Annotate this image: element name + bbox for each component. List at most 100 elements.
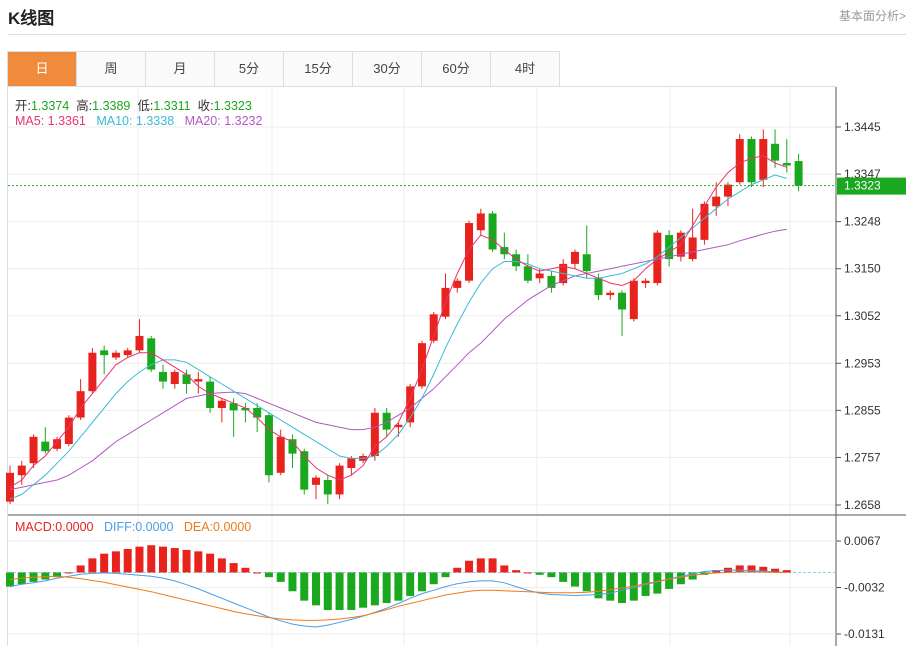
candle-body — [700, 203, 709, 240]
current-price-label: 1.3323 — [844, 179, 881, 193]
macd-tick-label: -0.0131 — [844, 627, 885, 641]
macd-tick-label: 0.0067 — [844, 534, 881, 548]
macd-bar — [288, 572, 297, 592]
macd-bar — [771, 568, 780, 573]
diff-label: DIFF: — [103, 520, 136, 534]
candle-body — [641, 280, 650, 284]
macd-bar — [735, 565, 744, 573]
ma-info: MA5: 1.3361 MA10: 1.3338 MA20: 1.3232 — [15, 114, 262, 128]
open-label: 开: — [15, 99, 31, 113]
tab-15min[interactable]: 15分 — [284, 52, 353, 86]
dea-label: DEA: — [183, 520, 214, 534]
tab-30min[interactable]: 30分 — [353, 52, 422, 86]
fundamental-analysis-link[interactable]: 基本面分析> — [838, 9, 906, 23]
tab-60min[interactable]: 60分 — [422, 52, 491, 86]
candle-body — [594, 278, 603, 296]
macd-bar — [476, 558, 485, 573]
page-title: K线图 — [8, 9, 55, 28]
macd-bar — [6, 572, 14, 587]
tab-day[interactable]: 日 — [8, 52, 77, 86]
ma10-line — [9, 174, 787, 500]
macd-bar — [782, 570, 791, 573]
candle-body — [465, 223, 474, 281]
macd-bar — [547, 572, 556, 578]
macd-bar — [335, 572, 344, 611]
candle-body — [429, 314, 438, 341]
macd-bar — [594, 572, 603, 599]
macd-bar — [300, 572, 309, 601]
macd-bar — [747, 565, 756, 573]
tab-week[interactable]: 周 — [77, 52, 146, 86]
candle-body — [794, 161, 803, 186]
candle-body — [29, 436, 38, 464]
close-value: 1.3323 — [213, 99, 252, 113]
ma10-value: 1.3338 — [135, 114, 175, 128]
y-tick-label: 1.3248 — [844, 215, 881, 229]
macd-bar — [359, 572, 368, 608]
tab-5min[interactable]: 5分 — [215, 52, 284, 86]
candle-body — [88, 352, 97, 392]
candle-body — [229, 403, 238, 411]
candle-body — [64, 417, 73, 445]
macd-bar — [88, 558, 97, 573]
candle-body — [394, 424, 403, 428]
candle-body — [182, 374, 191, 384]
open-value: 1.3374 — [30, 99, 70, 113]
ma5-label: MA5: — [15, 114, 48, 128]
macd-bar — [488, 558, 497, 573]
candle-body — [547, 275, 556, 288]
macd-info: MACD:0.0000 DIFF:0.0000 DEA:0.0000 — [15, 520, 251, 534]
candle-body — [194, 379, 203, 382]
candle-body — [570, 251, 579, 264]
macd-bar — [535, 572, 544, 575]
high-label: 高: — [76, 99, 93, 113]
macd-bar — [53, 572, 62, 578]
tab-4h[interactable]: 4时 — [491, 52, 560, 86]
y-tick-label: 1.3347 — [844, 167, 881, 181]
macd-bar — [676, 572, 685, 585]
macd-bar — [147, 545, 156, 573]
candle-body — [523, 266, 532, 281]
candle-body — [288, 439, 297, 454]
macd-bar — [559, 572, 568, 582]
chart-frame — [7, 86, 836, 646]
macd-bar — [170, 548, 179, 573]
candle-body — [759, 139, 768, 180]
candle-body — [476, 213, 485, 231]
high-value: 1.3389 — [92, 99, 131, 113]
macd-bar — [606, 572, 615, 601]
header-divider — [8, 34, 906, 35]
candle-body — [723, 184, 732, 197]
candle-body — [406, 386, 415, 423]
macd-bar — [712, 570, 721, 573]
macd-bar — [500, 565, 509, 573]
macd-bar — [41, 572, 50, 580]
low-value: 1.3311 — [153, 99, 191, 113]
candle-body — [512, 254, 521, 267]
candle-body — [241, 407, 250, 411]
macd-bar — [111, 551, 120, 573]
macd-bar — [382, 572, 391, 603]
y-tick-label: 1.3052 — [844, 309, 881, 323]
macd-bar — [217, 558, 226, 573]
candle-body — [253, 407, 262, 418]
tab-month[interactable]: 月 — [146, 52, 215, 86]
macd-bar — [465, 560, 474, 573]
macd-bar — [394, 572, 403, 601]
candle-body — [159, 371, 168, 382]
macd-bar — [570, 572, 579, 587]
macd-bar — [323, 572, 332, 611]
macd-bar — [582, 572, 591, 592]
macd-bar — [453, 567, 462, 573]
candle-body — [170, 371, 179, 384]
candle-body — [300, 451, 309, 490]
candle-body — [217, 400, 226, 408]
diff-value: 0.0000 — [135, 520, 174, 534]
macd-bar — [512, 570, 521, 573]
close-label: 收: — [197, 99, 214, 113]
candle-body — [453, 280, 462, 288]
macd-bar — [64, 572, 73, 574]
period-tabs: 日 周 月 5分 15分 30分 60分 4时 — [7, 51, 560, 87]
candle-body — [782, 163, 791, 166]
